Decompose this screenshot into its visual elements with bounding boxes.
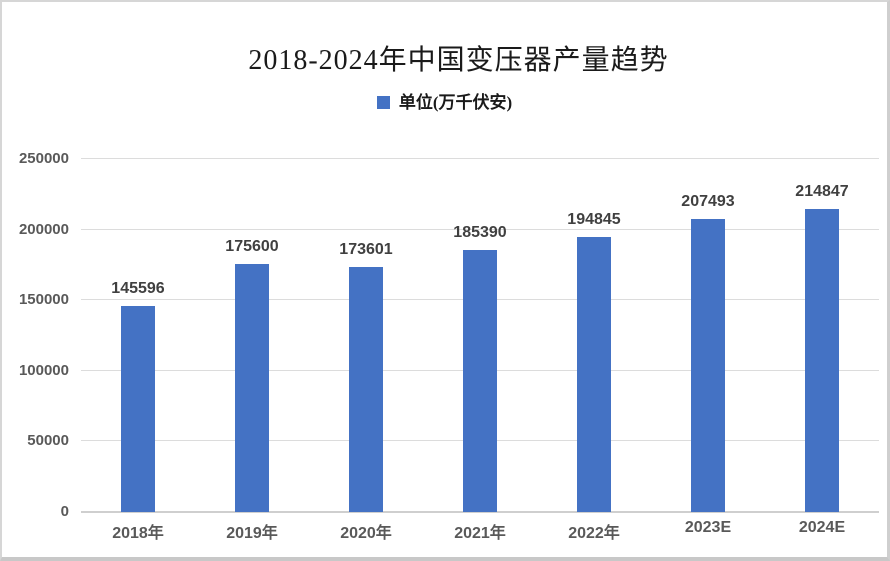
bar-2019年	[235, 264, 269, 512]
gridline	[81, 158, 879, 159]
x-tick-label: 2021年	[454, 525, 506, 542]
bar-column: 194845	[537, 159, 651, 512]
bar-2021年	[463, 250, 497, 512]
bar-column: 214847	[765, 159, 879, 512]
bar-column: 173601	[309, 159, 423, 512]
bar-value-label: 145596	[111, 280, 165, 298]
x-axis-labels: 2018年 2019年 2020年 2021年 2022年 2023E 2024E	[81, 519, 879, 543]
y-tick-label: 200000	[18, 220, 69, 238]
x-tick-label: 2023E	[684, 519, 732, 536]
bar-column: 175600	[195, 159, 309, 512]
bar-value-label: 214847	[795, 182, 849, 200]
y-tick-label: 250000	[18, 150, 69, 167]
bar-2020年	[349, 266, 383, 512]
plot-bars: 145596 175600 173601 185390 194845 207493 2148…	[81, 159, 879, 512]
chart-title: 2018-2024年中国变压器产量趋势	[248, 45, 669, 76]
x-tick-label: 2018年	[112, 525, 164, 542]
bar-column: 145596	[81, 159, 195, 512]
x-tick-label: 2024E	[798, 519, 846, 536]
x-tick-label: 2020年	[340, 525, 392, 542]
x-axis-line	[81, 511, 879, 513]
bar-2024E	[805, 208, 839, 512]
x-tick-label: 2022年	[568, 525, 620, 542]
bar-value-label: 175600	[225, 238, 279, 256]
bar-2022年	[577, 236, 611, 512]
x-tick-label: 2019年	[226, 525, 278, 542]
bar-value-label: 194845	[567, 210, 621, 228]
bar-2023E	[691, 219, 725, 512]
bar-value-label: 207493	[681, 193, 735, 211]
bar-value-label: 185390	[453, 224, 507, 242]
y-tick-label: 100000	[18, 361, 69, 379]
bar-column: 185390	[423, 159, 537, 512]
plot-area: 0 50000 100000 150000 200000 250000 145596 175…	[19, 150, 879, 520]
y-tick-label: 150000	[18, 291, 69, 309]
y-tick-label: 50000	[27, 432, 69, 450]
bar-2018年	[121, 306, 155, 512]
y-tick-label: 0	[60, 503, 69, 520]
bar-column: 207493	[651, 159, 765, 512]
legend-label: 单位(万千伏安)	[398, 92, 513, 112]
legend: 单位(万千伏安)	[2, 92, 887, 112]
legend-marker-icon	[376, 95, 390, 109]
gridline	[81, 228, 879, 230]
bar-value-label: 173601	[339, 240, 393, 258]
